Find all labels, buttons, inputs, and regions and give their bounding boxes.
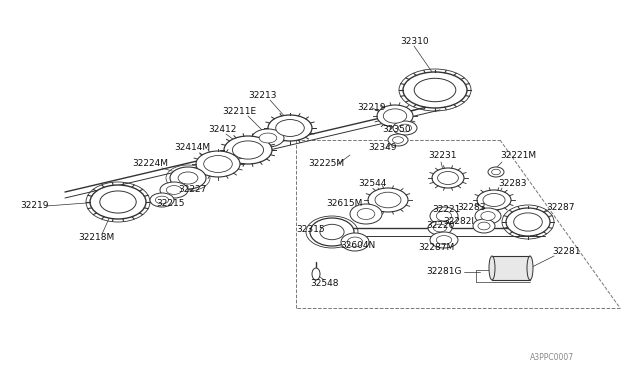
Text: 32225M: 32225M — [308, 160, 344, 169]
Ellipse shape — [403, 72, 467, 108]
Ellipse shape — [438, 171, 458, 185]
Ellipse shape — [377, 105, 413, 127]
Ellipse shape — [170, 167, 206, 189]
Ellipse shape — [204, 155, 232, 173]
Ellipse shape — [312, 268, 320, 280]
Text: 32287: 32287 — [546, 202, 575, 212]
Ellipse shape — [375, 192, 401, 208]
Text: 32604N: 32604N — [340, 241, 375, 250]
Ellipse shape — [90, 185, 146, 219]
Ellipse shape — [489, 256, 495, 280]
Ellipse shape — [156, 196, 168, 204]
Ellipse shape — [388, 134, 408, 146]
Ellipse shape — [276, 119, 304, 137]
Ellipse shape — [473, 219, 495, 233]
Ellipse shape — [150, 193, 174, 207]
Ellipse shape — [160, 182, 188, 198]
Ellipse shape — [166, 186, 182, 195]
Text: 32231: 32231 — [428, 151, 456, 160]
Ellipse shape — [196, 151, 240, 177]
Ellipse shape — [252, 129, 284, 147]
Ellipse shape — [232, 141, 264, 159]
Ellipse shape — [475, 208, 501, 224]
Text: 32224M: 32224M — [132, 160, 168, 169]
Text: 32282I: 32282I — [443, 218, 474, 227]
Ellipse shape — [178, 172, 198, 184]
Ellipse shape — [430, 232, 458, 248]
Ellipse shape — [357, 208, 375, 219]
Ellipse shape — [481, 212, 495, 220]
Text: 32211E: 32211E — [222, 108, 256, 116]
Ellipse shape — [428, 221, 452, 235]
Text: 32221: 32221 — [432, 205, 460, 215]
Ellipse shape — [433, 224, 447, 232]
Ellipse shape — [436, 211, 452, 221]
Text: 32281G: 32281G — [426, 267, 462, 276]
Ellipse shape — [514, 213, 542, 231]
Text: 32414M: 32414M — [174, 144, 210, 153]
Ellipse shape — [224, 136, 272, 164]
Ellipse shape — [414, 78, 456, 102]
Ellipse shape — [383, 109, 406, 123]
Ellipse shape — [259, 133, 277, 143]
Text: 32287M: 32287M — [418, 244, 454, 253]
Ellipse shape — [527, 256, 533, 280]
FancyBboxPatch shape — [492, 256, 530, 280]
Text: 32219: 32219 — [20, 202, 49, 211]
Ellipse shape — [341, 233, 369, 251]
Text: 32218M: 32218M — [78, 234, 115, 243]
Text: 32283: 32283 — [498, 180, 527, 189]
Ellipse shape — [492, 169, 500, 175]
Ellipse shape — [483, 193, 505, 206]
Ellipse shape — [478, 222, 490, 230]
Ellipse shape — [398, 124, 412, 132]
Ellipse shape — [488, 167, 504, 177]
Ellipse shape — [430, 207, 458, 225]
Text: 32310: 32310 — [400, 38, 429, 46]
Text: 32548: 32548 — [310, 279, 339, 289]
Text: 32227: 32227 — [178, 186, 206, 195]
Ellipse shape — [393, 121, 417, 135]
Text: 32215: 32215 — [156, 199, 184, 208]
Text: 32349: 32349 — [368, 144, 397, 153]
Ellipse shape — [100, 191, 136, 213]
Text: 32281: 32281 — [552, 247, 580, 257]
Ellipse shape — [392, 137, 403, 143]
Text: 32315: 32315 — [296, 225, 324, 234]
Text: A3PPC0007: A3PPC0007 — [530, 353, 574, 362]
Text: 32220: 32220 — [426, 221, 454, 231]
Text: 32412: 32412 — [208, 125, 236, 135]
Ellipse shape — [320, 224, 344, 240]
Ellipse shape — [350, 204, 382, 224]
Ellipse shape — [436, 235, 452, 244]
Text: 32213: 32213 — [248, 92, 276, 100]
Text: 32221M: 32221M — [500, 151, 536, 160]
Text: 32350: 32350 — [382, 125, 411, 135]
Ellipse shape — [268, 115, 312, 141]
Ellipse shape — [310, 218, 354, 246]
Text: 32544: 32544 — [358, 180, 387, 189]
Ellipse shape — [477, 190, 511, 210]
Text: 32615M: 32615M — [326, 199, 362, 208]
Text: 32219: 32219 — [357, 103, 385, 112]
Ellipse shape — [348, 237, 363, 247]
Ellipse shape — [432, 168, 464, 188]
Ellipse shape — [368, 188, 408, 212]
Text: 32283: 32283 — [458, 202, 486, 212]
Ellipse shape — [506, 208, 550, 236]
